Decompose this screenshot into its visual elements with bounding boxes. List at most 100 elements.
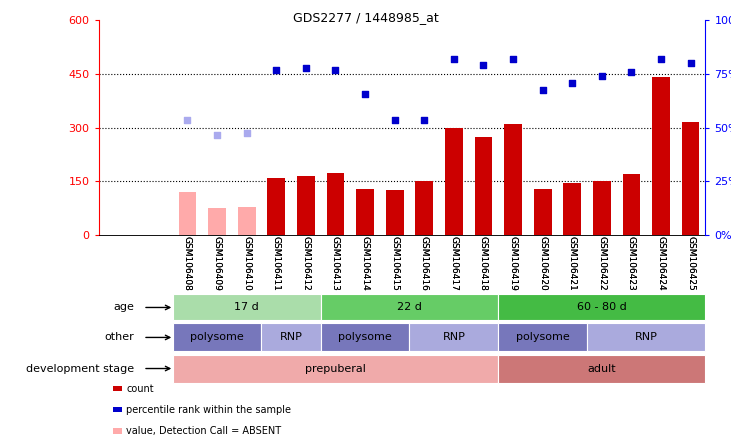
Text: 60 - 80 d: 60 - 80 d: [577, 302, 626, 313]
Text: GSM106425: GSM106425: [686, 237, 695, 291]
Bar: [504, 124, 522, 235]
Text: polysome: polysome: [516, 333, 569, 342]
Text: adult: adult: [588, 364, 616, 373]
Text: GSM106409: GSM106409: [213, 237, 221, 291]
Text: GSM106415: GSM106415: [390, 237, 399, 291]
Bar: [623, 174, 640, 235]
Text: GSM106419: GSM106419: [509, 237, 518, 291]
Point: [448, 56, 460, 63]
Text: polysome: polysome: [190, 333, 244, 342]
Text: GSM106411: GSM106411: [272, 237, 281, 291]
Bar: [327, 173, 344, 235]
Text: GSM106414: GSM106414: [360, 237, 370, 291]
Text: RNP: RNP: [635, 333, 658, 342]
Text: RNP: RNP: [280, 333, 303, 342]
Bar: [356, 189, 374, 235]
Bar: [178, 192, 197, 235]
Text: 22 d: 22 d: [397, 302, 422, 313]
Bar: [499, 294, 705, 321]
Text: GSM106421: GSM106421: [568, 237, 577, 291]
Point: [567, 79, 578, 86]
Text: GSM106408: GSM106408: [183, 237, 192, 291]
Bar: [173, 294, 321, 321]
Bar: [386, 190, 404, 235]
Text: GSM106415: GSM106415: [390, 237, 399, 291]
Text: GSM106424: GSM106424: [656, 237, 665, 291]
Point: [389, 117, 401, 124]
Text: GSM106418: GSM106418: [479, 237, 488, 291]
Point: [685, 59, 697, 67]
Bar: [208, 208, 226, 235]
Text: GSM106412: GSM106412: [301, 237, 311, 291]
Text: GSM106420: GSM106420: [538, 237, 547, 291]
Point: [240, 130, 252, 137]
Bar: [652, 77, 670, 235]
Text: GSM106411: GSM106411: [272, 237, 281, 291]
Bar: [415, 182, 433, 235]
Text: GSM106412: GSM106412: [301, 237, 311, 291]
Text: prepuberal: prepuberal: [305, 364, 366, 373]
Text: 17 d: 17 d: [235, 302, 259, 313]
Bar: [262, 323, 321, 352]
Point: [477, 61, 489, 68]
Bar: [321, 323, 409, 352]
Point: [181, 117, 193, 124]
Text: age: age: [113, 302, 135, 313]
Point: [507, 56, 519, 63]
Text: GSM106417: GSM106417: [450, 237, 458, 291]
Point: [596, 72, 607, 79]
Text: GSM106421: GSM106421: [568, 237, 577, 291]
Point: [537, 87, 548, 94]
Point: [270, 67, 282, 74]
Bar: [587, 323, 705, 352]
Point: [655, 56, 667, 63]
Bar: [564, 183, 581, 235]
Text: GSM106419: GSM106419: [509, 237, 518, 291]
Text: GSM106423: GSM106423: [627, 237, 636, 291]
Text: GSM106413: GSM106413: [331, 237, 340, 291]
Text: count: count: [126, 384, 154, 393]
Bar: [682, 122, 700, 235]
Text: GDS2277 / 1448985_at: GDS2277 / 1448985_at: [292, 11, 439, 24]
Text: development stage: development stage: [26, 364, 135, 373]
Bar: [534, 189, 551, 235]
Text: GSM106416: GSM106416: [420, 237, 429, 291]
Text: GSM106422: GSM106422: [597, 237, 606, 291]
Text: GSM106413: GSM106413: [331, 237, 340, 291]
Text: polysome: polysome: [338, 333, 392, 342]
Text: RNP: RNP: [442, 333, 466, 342]
Text: GSM106410: GSM106410: [242, 237, 251, 291]
Text: percentile rank within the sample: percentile rank within the sample: [126, 405, 292, 415]
Bar: [268, 178, 285, 235]
Text: GSM106425: GSM106425: [686, 237, 695, 291]
Bar: [445, 128, 463, 235]
Point: [418, 117, 430, 124]
Text: GSM106417: GSM106417: [450, 237, 458, 291]
Bar: [409, 323, 499, 352]
Point: [626, 68, 637, 75]
Bar: [297, 176, 315, 235]
Bar: [499, 323, 587, 352]
Point: [330, 67, 341, 74]
Text: GSM106414: GSM106414: [360, 237, 370, 291]
Text: value, Detection Call = ABSENT: value, Detection Call = ABSENT: [126, 426, 281, 436]
Text: GSM106420: GSM106420: [538, 237, 547, 291]
Text: GSM106410: GSM106410: [242, 237, 251, 291]
Text: GSM106423: GSM106423: [627, 237, 636, 291]
Bar: [321, 294, 499, 321]
Point: [211, 131, 223, 139]
Bar: [173, 354, 499, 382]
Text: GSM106408: GSM106408: [183, 237, 192, 291]
Text: GSM106409: GSM106409: [213, 237, 221, 291]
Text: GSM106424: GSM106424: [656, 237, 665, 291]
Point: [300, 65, 311, 72]
Text: other: other: [105, 333, 135, 342]
Bar: [474, 137, 492, 235]
Bar: [593, 182, 610, 235]
Bar: [173, 323, 262, 352]
Point: [359, 90, 371, 97]
Text: GSM106416: GSM106416: [420, 237, 429, 291]
Text: GSM106422: GSM106422: [597, 237, 606, 291]
Bar: [238, 206, 256, 235]
Bar: [499, 354, 705, 382]
